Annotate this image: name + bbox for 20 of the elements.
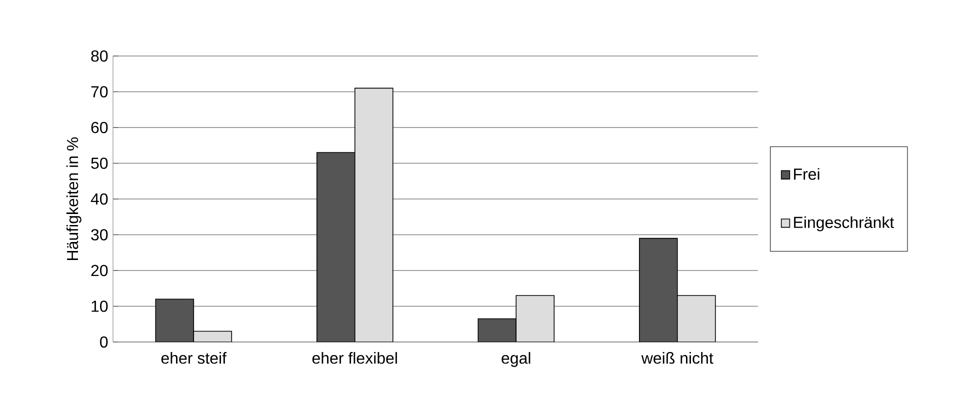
y-tick-label: 40 bbox=[90, 193, 108, 205]
y-tick-label: 60 bbox=[91, 122, 108, 134]
y-tick-label: 80 bbox=[91, 50, 108, 62]
y-tick-label: 30 bbox=[91, 229, 108, 240]
bar bbox=[155, 298, 194, 342]
legend-label: Frei bbox=[794, 168, 820, 180]
bar bbox=[638, 238, 678, 342]
y-tick-label: 50 bbox=[91, 158, 108, 169]
y-tick-label: 10 bbox=[92, 300, 108, 312]
bar bbox=[316, 152, 356, 342]
y-tick-label: 0 bbox=[100, 336, 108, 348]
y-axis-title: Häufigkeiten in % bbox=[66, 137, 82, 260]
x-tick-label: eher steif bbox=[161, 352, 227, 364]
legend-label: Eingeschränkt bbox=[794, 216, 894, 232]
x-tick-label: eher flexibel bbox=[312, 352, 397, 364]
x-tick-label: weiß nicht bbox=[641, 352, 714, 364]
y-tick-label: 20 bbox=[91, 264, 108, 276]
bar bbox=[478, 318, 517, 342]
x-tick-label: egal bbox=[502, 352, 530, 367]
y-tick-label: 70 bbox=[91, 86, 108, 98]
